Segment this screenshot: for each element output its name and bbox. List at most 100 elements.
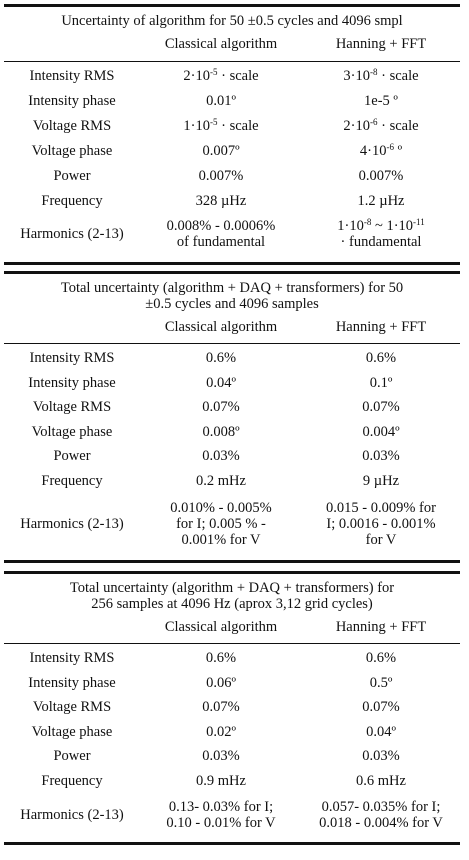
classical-value: 0.06º <box>206 674 236 691</box>
table-2-top-rule <box>4 271 460 274</box>
classical-value: 0.008º <box>202 423 240 440</box>
hanning-value: 1.2 µHz <box>357 192 405 209</box>
hanning-value: 0.04º <box>366 723 396 740</box>
table-row: Intensity RMS 0.6% 0.6% <box>4 647 460 672</box>
hanning-value: 0.6% <box>365 350 397 367</box>
table-row: Harmonics (2-13) 0.13- 0.03% for I; 0.10… <box>4 794 460 838</box>
table-row: Voltage RMS 0.07% 0.07% <box>4 396 460 421</box>
classical-value: 0.13- 0.03% for I; 0.10 - 0.01% for V <box>166 799 276 831</box>
row-label: Intensity phase <box>28 674 116 691</box>
table-row: Power 0.03% 0.03% <box>4 445 460 470</box>
table-3-header-hanning: Hanning + FFT <box>335 619 427 636</box>
table-1-header-blank <box>4 34 140 56</box>
classical-value: 0.01º <box>206 92 236 109</box>
row-label: Intensity RMS <box>29 67 115 84</box>
row-label: Frequency <box>41 772 103 789</box>
hanning-value: 1·10-8 ~ 1·10-11 · fundamental <box>337 217 425 250</box>
table-2-title: Total uncertainty (algorithm + DAQ + tra… <box>60 280 404 312</box>
row-label: Harmonics (2-13) <box>20 807 124 824</box>
row-label: Voltage phase <box>31 142 113 159</box>
table-row: Power 0.03% 0.03% <box>4 745 460 770</box>
table-2-header-hanning: Hanning + FFT <box>335 319 427 336</box>
row-label: Intensity phase <box>28 92 116 109</box>
row-label: Intensity RMS <box>29 350 115 367</box>
classical-value: 0.03% <box>202 448 240 465</box>
classical-value: 2·10-5 · scale <box>183 66 259 84</box>
table-2-header-classical: Classical algorithm <box>164 319 278 336</box>
row-label: Power <box>53 748 91 765</box>
hanning-value: 1e-5 º <box>364 92 398 109</box>
table-1-body: Intensity RMS 2·10-5 · scale 3·10-8 · sc… <box>4 64 460 256</box>
table-2-body: Intensity RMS 0.6% 0.6% Intensity phase … <box>4 347 460 556</box>
table-1-header-classical: Classical algorithm <box>164 36 278 53</box>
classical-value: 0.03% <box>202 748 240 765</box>
table-2-header-blank <box>4 317 140 339</box>
table-row: Voltage phase 0.008º 0.004º <box>4 421 460 446</box>
table-3-header-rule <box>4 643 460 645</box>
table-row: Frequency 328 µHz 1.2 µHz <box>4 189 460 214</box>
table-1: Uncertainty of algorithm for 50 ±0.5 cyc… <box>4 10 460 56</box>
table-3-title: Total uncertainty (algorithm + DAQ + tra… <box>69 580 395 612</box>
classical-value: 1·10-5 · scale <box>183 116 259 134</box>
row-label: Harmonics (2-13) <box>20 516 124 533</box>
classical-value: 0.008% - 0.0006% of fundamental <box>166 218 276 250</box>
hanning-value: 0.6% <box>365 650 397 667</box>
table-1-title: Uncertainty of algorithm for 50 ±0.5 cyc… <box>61 13 403 30</box>
hanning-value: 0.015 - 0.009% for I; 0.0016 - 0.001% fo… <box>326 500 436 548</box>
table-row: Harmonics (2-13) 0.010% - 0.005% for I; … <box>4 494 460 556</box>
hanning-value: 9 µHz <box>362 472 400 489</box>
row-label: Voltage phase <box>31 423 113 440</box>
table-3-body: Intensity RMS 0.6% 0.6% Intensity phase … <box>4 647 460 838</box>
classical-value: 0.007º <box>202 142 240 159</box>
classical-value: 0.6% <box>205 350 237 367</box>
classical-value: 0.07% <box>202 699 240 716</box>
classical-value: 0.010% - 0.005% for I; 0.005 % - 0.001% … <box>170 500 272 548</box>
table-3-header-classical: Classical algorithm <box>164 619 278 636</box>
table-row: Intensity phase 0.01º 1e-5 º <box>4 89 460 114</box>
table-2: Total uncertainty (algorithm + DAQ + tra… <box>4 277 460 339</box>
row-label: Power <box>53 448 91 465</box>
hanning-value: 0.007% <box>358 167 404 184</box>
classical-value: 328 µHz <box>195 192 247 209</box>
row-label: Power <box>53 167 91 184</box>
hanning-value: 0.03% <box>362 448 400 465</box>
table-2-bottom-rule <box>4 560 460 563</box>
table-row: Voltage phase 0.02º 0.04º <box>4 721 460 746</box>
hanning-value: 3·10-8 · scale <box>343 66 419 84</box>
row-label: Intensity phase <box>28 374 116 391</box>
table-row: Frequency 0.2 mHz 9 µHz <box>4 470 460 495</box>
hanning-value: 0.057- 0.035% for I; 0.018 - 0.004% for … <box>319 799 443 831</box>
table-1-bottom-rule <box>4 262 460 265</box>
table-1-top-rule <box>4 4 460 7</box>
row-label: Voltage phase <box>31 723 113 740</box>
table-1-header-rule <box>4 61 460 63</box>
row-label: Frequency <box>41 192 103 209</box>
table-row: Harmonics (2-13) 0.008% - 0.0006% of fun… <box>4 214 460 256</box>
table-row: Intensity RMS 2·10-5 · scale 3·10-8 · sc… <box>4 64 460 89</box>
classical-value: 0.007% <box>198 167 244 184</box>
table-3: Total uncertainty (algorithm + DAQ + tra… <box>4 577 460 639</box>
hanning-value: 0.004º <box>362 423 400 440</box>
table-row: Intensity phase 0.06º 0.5º <box>4 672 460 697</box>
classical-value: 0.04º <box>206 374 236 391</box>
row-label: Harmonics (2-13) <box>20 226 124 243</box>
classical-value: 0.02º <box>206 723 236 740</box>
table-3-top-rule <box>4 571 460 574</box>
hanning-value: 0.07% <box>362 699 400 716</box>
table-row: Frequency 0.9 mHz 0.6 mHz <box>4 770 460 795</box>
hanning-value: 0.03% <box>362 748 400 765</box>
hanning-value: 0.5º <box>369 674 393 691</box>
hanning-value: 0.6 mHz <box>356 772 406 789</box>
classical-value: 0.6% <box>205 650 237 667</box>
classical-value: 0.07% <box>202 399 240 416</box>
table-3-header-blank <box>4 617 140 639</box>
classical-value: 0.2 mHz <box>196 472 246 489</box>
classical-value: 0.9 mHz <box>196 772 246 789</box>
hanning-value: 4·10-6 º <box>359 141 403 159</box>
hanning-value: 2·10-6 · scale <box>343 116 419 134</box>
row-label: Voltage RMS <box>32 399 112 416</box>
hanning-value: 0.07% <box>362 399 400 416</box>
row-label: Voltage RMS <box>32 699 112 716</box>
table-2-header-rule <box>4 343 460 345</box>
